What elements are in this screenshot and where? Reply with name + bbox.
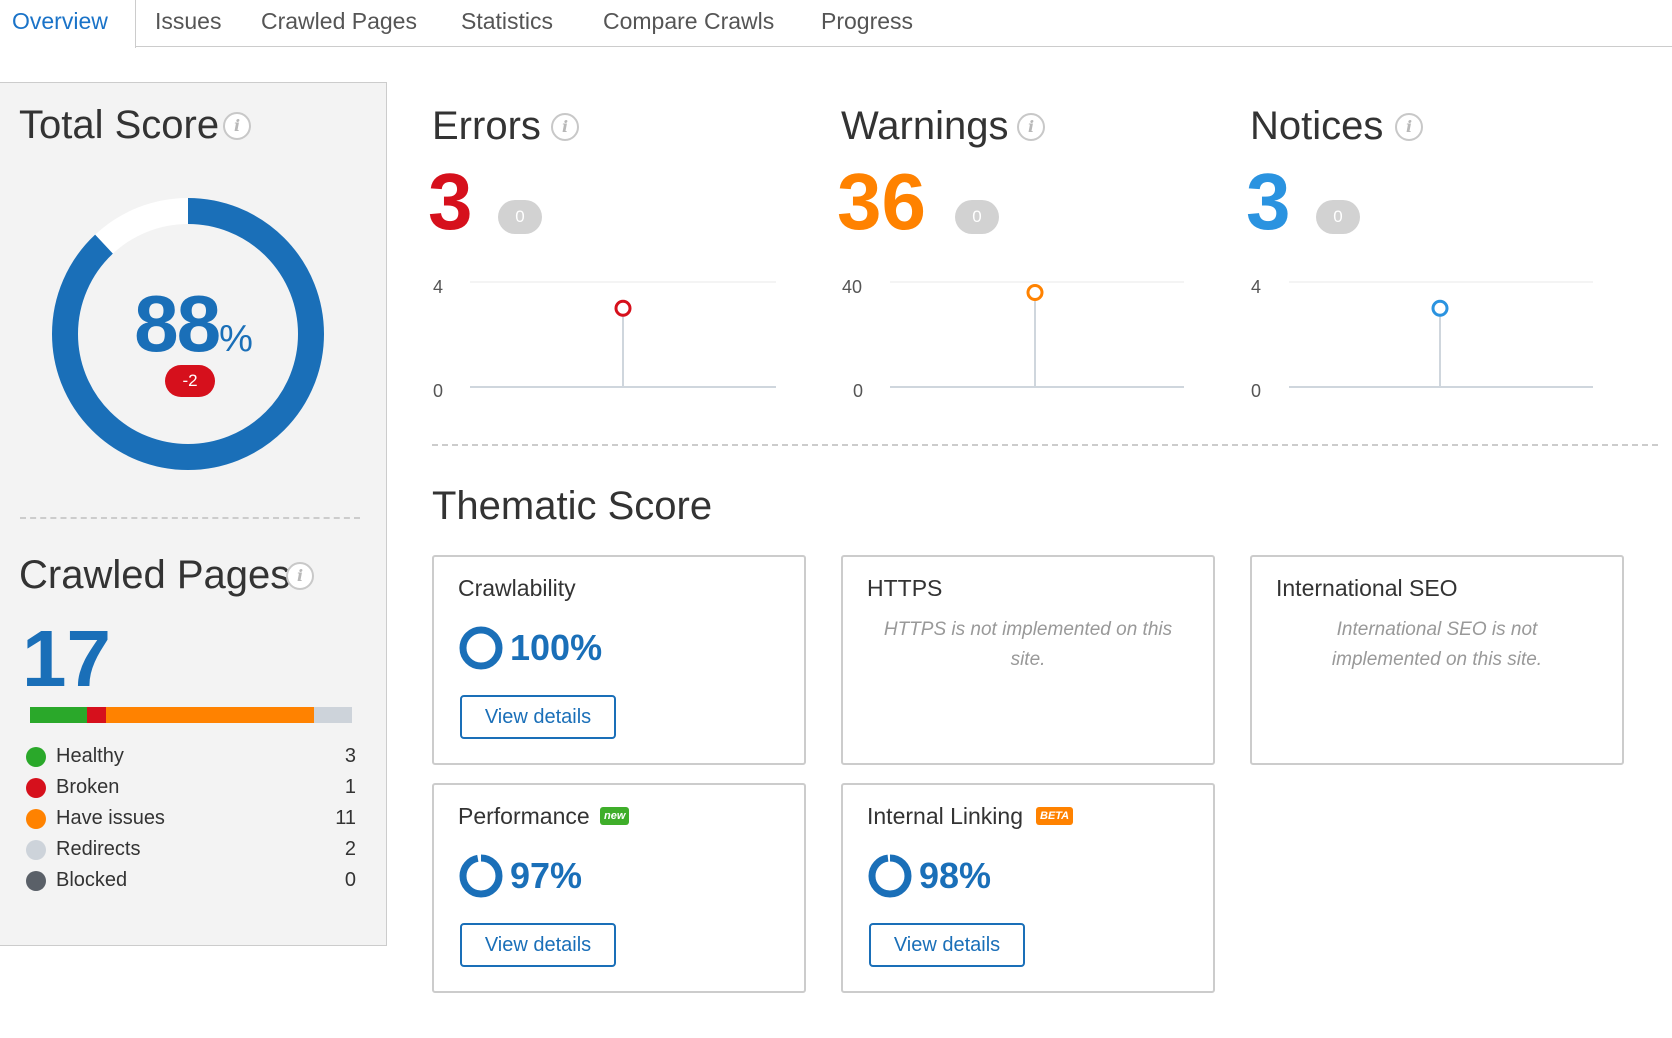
tab-compare-crawls[interactable]: Compare Crawls <box>603 8 775 34</box>
crawl-bar-segment-have-issues <box>105 707 315 723</box>
notices-change-badge: 0 <box>1316 200 1360 234</box>
warnings-y-max-label: 40 <box>842 277 863 297</box>
crawl-bar-segment-healthy <box>30 707 87 723</box>
notices-trend-chart <box>1289 281 1593 388</box>
errors-trend-chart <box>470 281 776 388</box>
total-score-value: 88% <box>0 278 387 370</box>
tab-overview[interactable]: Overview <box>0 0 136 48</box>
metrics-divider <box>432 444 1658 446</box>
errors-title: Errors <box>432 104 541 148</box>
warnings-trend-chart <box>890 281 1184 388</box>
crawled-pages-title: Crawled Pages <box>19 553 291 597</box>
crawled-pages-distribution-bar <box>30 707 352 723</box>
thematic-score-title: Thematic Score <box>432 484 713 528</box>
tab-statistics[interactable]: Statistics <box>461 8 554 34</box>
legend-row-healthy[interactable]: Healthy 3 <box>26 743 356 771</box>
notices-title: Notices <box>1250 104 1384 148</box>
total-score-gauge <box>52 198 324 470</box>
legend-row-blocked[interactable]: Blocked 0 <box>26 867 356 895</box>
legend-row-have-issues[interactable]: Have issues 11 <box>26 805 356 833</box>
broken-dot-icon <box>26 778 46 798</box>
thematic-card-internal-linking: Internal Linking BETA 98% View details <box>841 783 1215 993</box>
legend-count: 1 <box>344 776 356 798</box>
legend-row-broken[interactable]: Broken 1 <box>26 774 356 802</box>
crawl-bar-segment-broken <box>86 707 106 723</box>
crawlability-score: 100% <box>510 627 603 668</box>
legend-count: 11 <box>335 807 356 829</box>
redirects-dot-icon <box>26 840 46 860</box>
notices-y-min-label: 0 <box>1251 381 1262 401</box>
total-score-title: Total Score <box>19 103 220 147</box>
performance-score: 97% <box>510 855 583 896</box>
errors-info-icon[interactable]: i <box>551 113 579 141</box>
performance-ring-icon <box>459 854 503 898</box>
blocked-dot-icon <box>26 871 46 891</box>
legend-label: Redirects <box>56 838 141 860</box>
errors-change-badge: 0 <box>498 200 542 234</box>
internal-linking-ring-icon <box>868 854 912 898</box>
warnings-info-icon[interactable]: i <box>1017 113 1045 141</box>
card-title: HTTPS <box>867 575 943 601</box>
thematic-card-crawlability: Crawlability 100% View details <box>432 555 806 765</box>
ring-arc <box>459 854 503 898</box>
international-seo-not-implemented-note: International SEO is not implemented on … <box>1331 619 1543 670</box>
gauge-arc <box>52 198 324 470</box>
legend-count: 0 <box>344 869 356 891</box>
total-score-unit: % <box>219 318 253 360</box>
new-tag: new <box>600 807 630 825</box>
legend-label: Have issues <box>56 807 165 829</box>
internal-linking-score: 98% <box>919 855 992 896</box>
total-score-number: 88 <box>134 279 221 368</box>
notices-y-max-label: 4 <box>1251 277 1262 297</box>
beta-tag: BETA <box>1036 807 1074 825</box>
crawlability-view-details-button[interactable]: View details <box>460 695 616 739</box>
crawled-pages-info-icon[interactable]: i <box>286 562 314 590</box>
card-title: Internal Linking <box>867 803 1023 829</box>
errors-y-min-label: 0 <box>433 381 444 401</box>
performance-view-details-button[interactable]: View details <box>460 923 616 967</box>
crawled-pages-count: 17 <box>22 614 111 703</box>
total-score-delta-badge: -2 <box>165 365 215 397</box>
legend-label: Healthy <box>56 745 124 767</box>
https-not-implemented-note: HTTPS is not implemented on this site. <box>883 619 1173 670</box>
panel-divider <box>20 517 360 519</box>
notices-data-point[interactable] <box>1431 299 1449 317</box>
thematic-card-performance: Performance new 97% View details <box>432 783 806 993</box>
thematic-card-international-seo: International SEO International SEO is n… <box>1250 555 1624 765</box>
notices-count[interactable]: 3 <box>1246 157 1291 246</box>
card-title: Crawlability <box>458 575 576 601</box>
tab-issues[interactable]: Issues <box>155 8 222 34</box>
legend-label: Broken <box>56 776 120 798</box>
ring-arc <box>868 854 912 898</box>
errors-data-point[interactable] <box>614 299 632 317</box>
card-title: Performance <box>458 803 590 829</box>
summary-panel: Total Score i 88% -2 Crawled Pages i 17 … <box>0 82 387 946</box>
card-title: International SEO <box>1276 575 1458 601</box>
tab-progress[interactable]: Progress <box>821 8 914 34</box>
legend-label: Blocked <box>56 869 128 891</box>
warnings-data-point[interactable] <box>1026 284 1044 301</box>
total-score-info-icon[interactable]: i <box>223 112 251 140</box>
crawlability-ring-icon <box>459 626 503 670</box>
legend-count: 3 <box>344 745 356 767</box>
tab-bar: Overview Issues Crawled Pages Statistics… <box>0 0 1672 48</box>
internal-linking-view-details-button[interactable]: View details <box>869 923 1025 967</box>
tab-crawled-pages[interactable]: Crawled Pages <box>261 8 417 34</box>
have-issues-dot-icon <box>26 809 46 829</box>
errors-y-max-label: 4 <box>433 277 444 297</box>
notices-info-icon[interactable]: i <box>1395 113 1423 141</box>
legend-count: 2 <box>344 838 356 860</box>
warnings-y-min-label: 0 <box>853 381 864 401</box>
crawl-bar-segment-redirects <box>314 707 352 723</box>
warnings-count[interactable]: 36 <box>837 157 926 246</box>
warnings-title: Warnings <box>841 104 1009 148</box>
legend-row-redirects[interactable]: Redirects 2 <box>26 836 356 864</box>
healthy-dot-icon <box>26 747 46 767</box>
errors-count[interactable]: 3 <box>428 157 473 246</box>
ring-arc <box>459 626 503 670</box>
warnings-change-badge: 0 <box>955 200 999 234</box>
thematic-card-https: HTTPS HTTPS is not implemented on this s… <box>841 555 1215 765</box>
